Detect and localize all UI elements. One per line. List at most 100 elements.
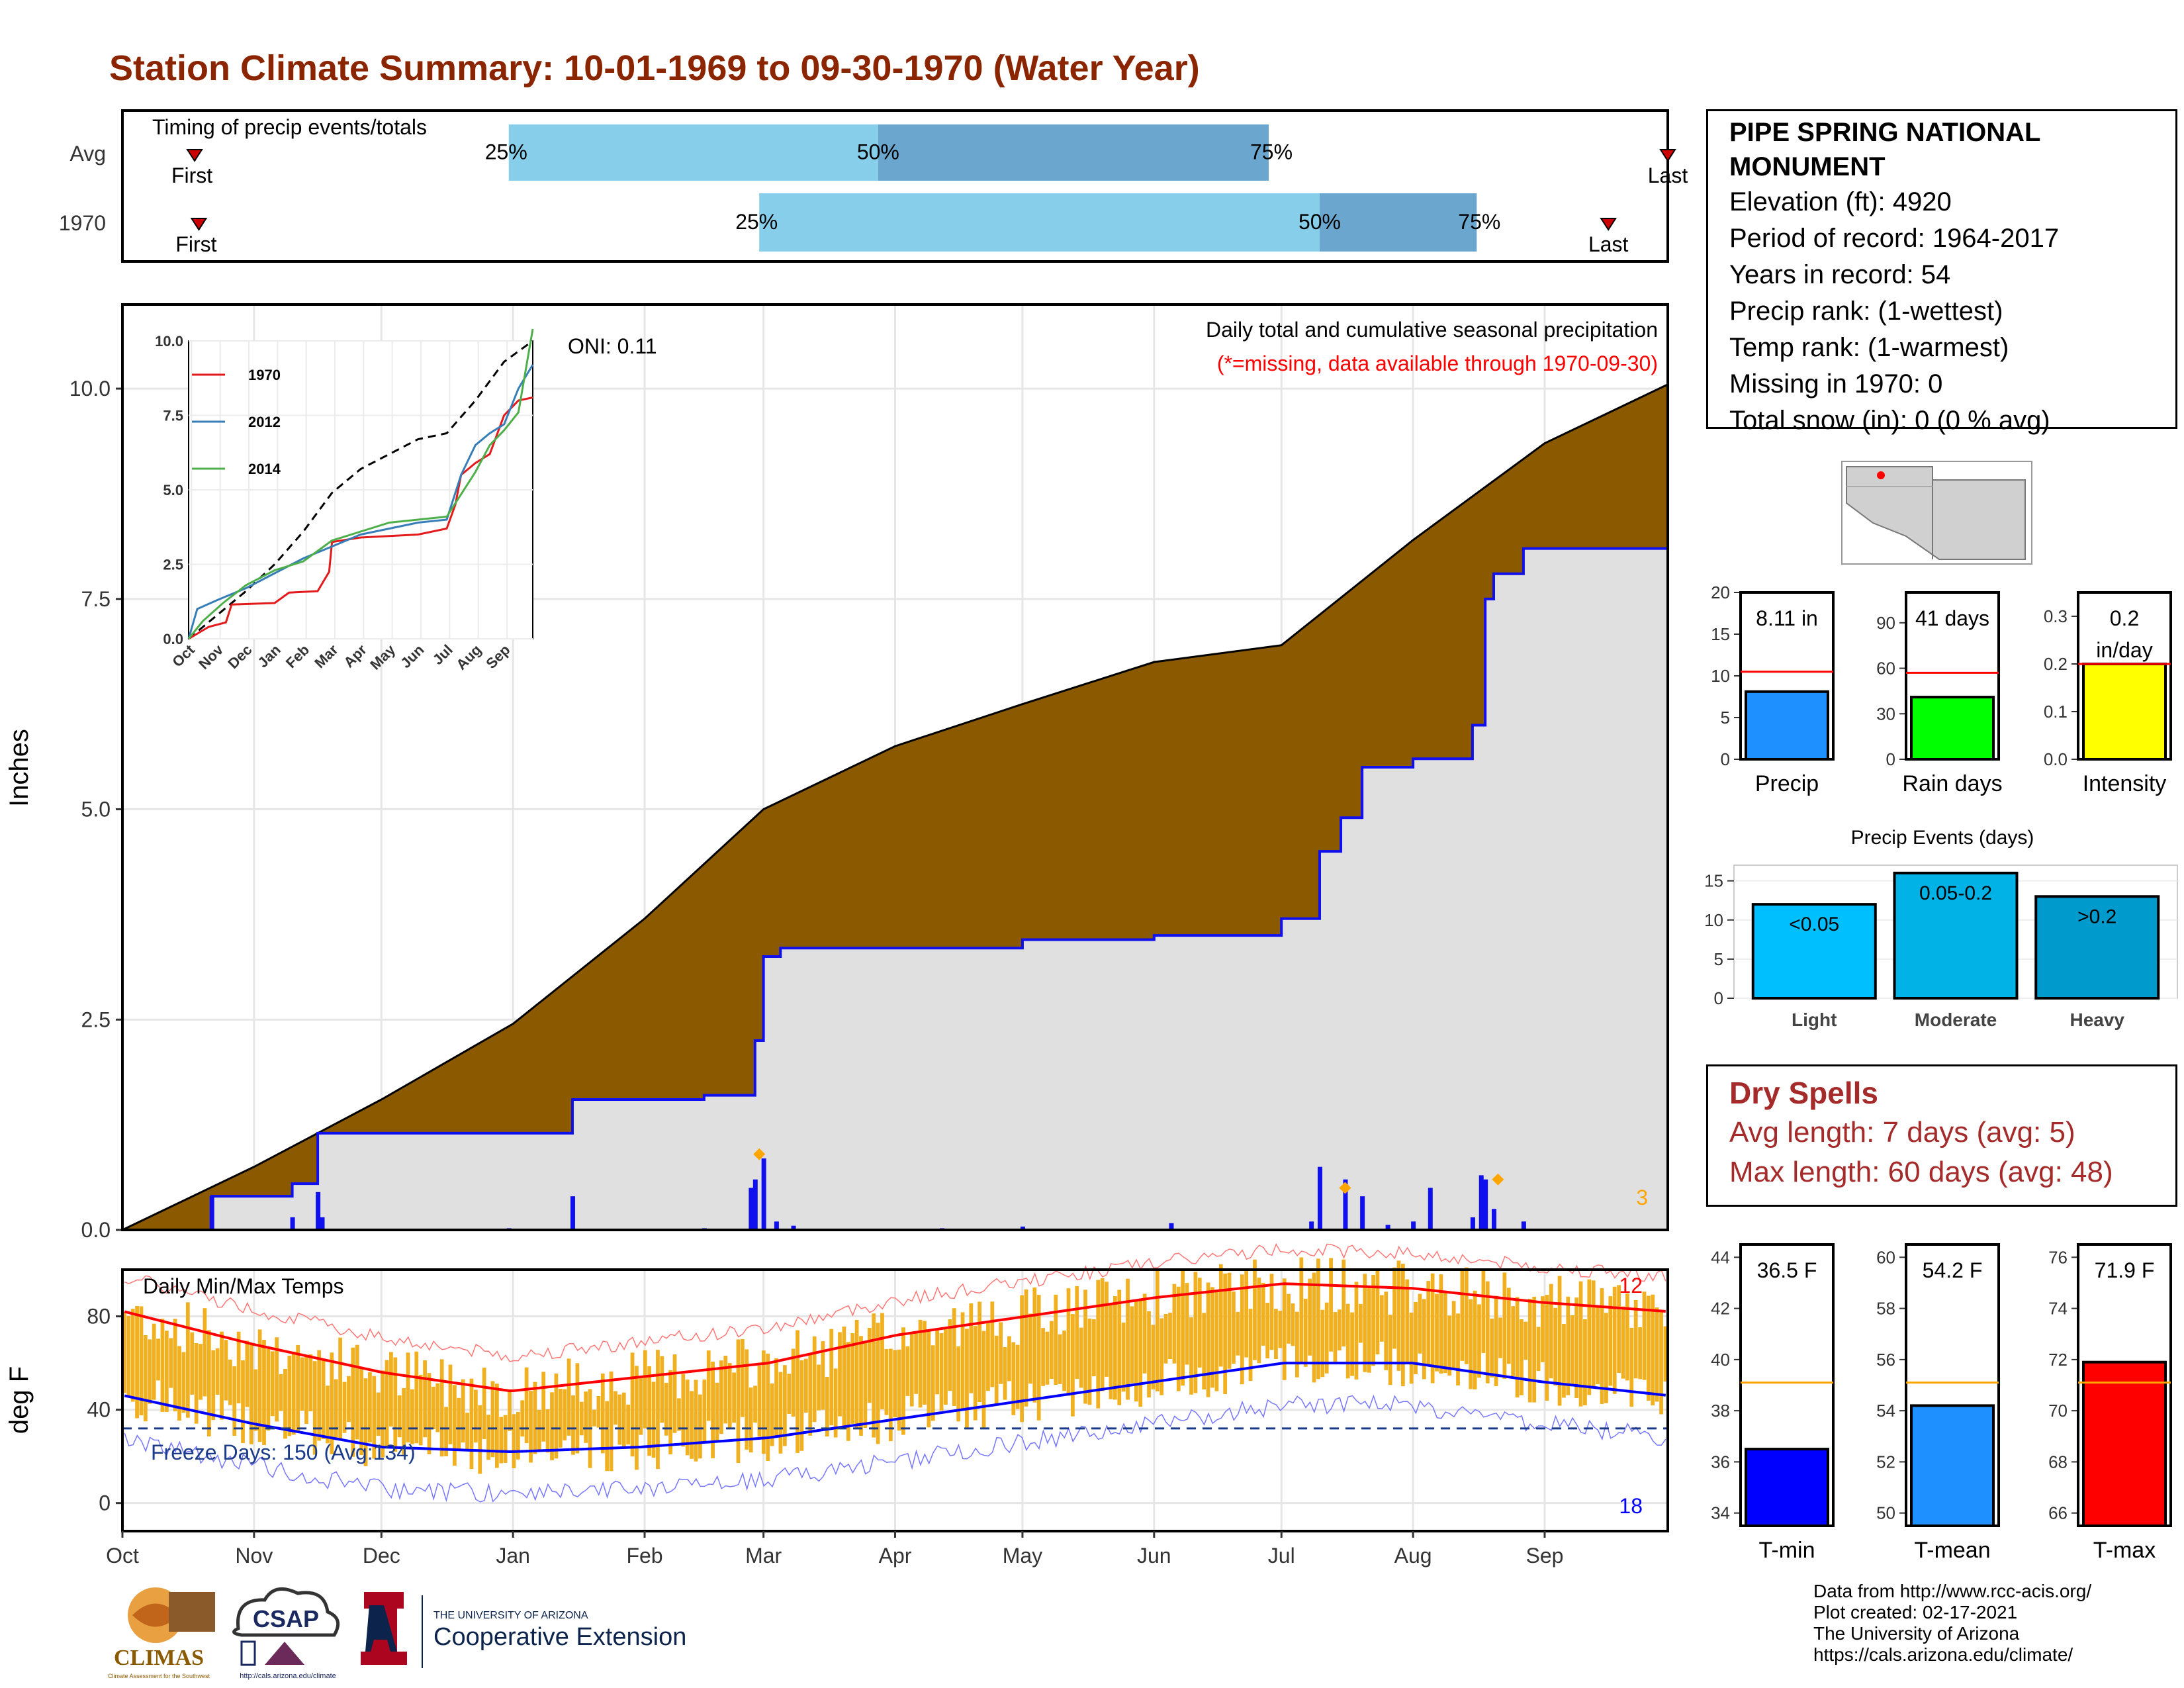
record-max-count: 12	[1619, 1274, 1643, 1297]
daily-temp-bar	[1371, 1275, 1375, 1366]
daily-temp-bar	[745, 1349, 749, 1450]
daily-temp-bar	[825, 1376, 829, 1437]
y-tick-label: 34	[1711, 1503, 1730, 1523]
timing-pct-label: 25%	[735, 210, 778, 234]
inset-series-1970	[188, 397, 533, 640]
daily-temp-bar	[1232, 1291, 1236, 1364]
daily-temp-bar	[435, 1383, 440, 1432]
daily-temp-bar	[1134, 1300, 1138, 1402]
daily-temp-bar	[414, 1351, 419, 1444]
ua-top-text: THE UNIVERSITY OF ARIZONA	[433, 1610, 588, 1621]
daily-temp-bar	[948, 1319, 952, 1391]
daily-temp-bar	[486, 1415, 490, 1460]
y-tick-label: 20	[1711, 583, 1730, 602]
daily-temp-bar	[342, 1382, 347, 1433]
daily-temp-bar	[1651, 1294, 1655, 1406]
daily-temp-bar	[236, 1331, 241, 1403]
daily-temp-bar	[1312, 1272, 1316, 1383]
daily-temp-bar	[761, 1350, 766, 1454]
daily-temp-bar	[418, 1374, 423, 1446]
daily-temp-bar	[1600, 1288, 1604, 1404]
daily-temp-bar	[741, 1338, 745, 1417]
footer-line3: The University of Arizona	[1813, 1623, 2020, 1644]
summary-bar-rain-days	[1910, 696, 1995, 761]
daily-temp-bar	[1227, 1272, 1232, 1369]
daily-temp-bar	[757, 1365, 762, 1437]
x-tick-label: Sep	[1526, 1544, 1564, 1568]
first-marker	[190, 218, 208, 231]
event-category-label: Moderate	[1915, 1009, 1997, 1030]
y-tick-label: 30	[1876, 704, 1895, 724]
daily-temp-bar	[1447, 1315, 1452, 1376]
daily-temp-bar	[1282, 1278, 1287, 1380]
footer-line2: Plot created: 02-17-2021	[1813, 1602, 2018, 1622]
daily-precip-bar	[1360, 1196, 1365, 1230]
daily-temp-bar	[685, 1380, 690, 1456]
daily-temp-bar	[529, 1391, 533, 1463]
daily-temp-bar	[1214, 1291, 1219, 1391]
daily-temp-bar	[1524, 1321, 1528, 1360]
daily-temp-bar	[952, 1308, 956, 1407]
daily-temp-bar	[469, 1378, 474, 1470]
daily-temp-bar	[494, 1383, 499, 1468]
daily-temp-bar	[1625, 1293, 1629, 1381]
daily-temp-bar	[690, 1391, 694, 1459]
station-location-marker	[1877, 471, 1885, 479]
daily-temp-bar	[508, 1389, 512, 1431]
missing-marker	[1492, 1173, 1504, 1186]
daily-temp-bar	[833, 1368, 838, 1438]
oni-label: ONI: 0.11	[568, 334, 657, 358]
daily-temp-bar	[698, 1394, 702, 1459]
timing-row-avg-label: Avg	[69, 142, 106, 165]
daily-temp-bar	[803, 1358, 808, 1413]
daily-temp-bar	[796, 1330, 799, 1453]
daily-temp-bar	[1155, 1270, 1160, 1391]
daily-temp-bar	[211, 1350, 216, 1421]
daily-temp-bar	[1007, 1336, 1011, 1382]
daily-temp-bar	[1168, 1313, 1172, 1360]
daily-temp-bar	[766, 1353, 770, 1462]
dry-spells-box: Dry Spells Avg length: 7 days (avg: 5) M…	[1706, 1064, 2177, 1207]
y-tick-label: 15	[1711, 624, 1730, 644]
daily-temp-bar	[1257, 1278, 1261, 1364]
daily-temp-bar	[1248, 1309, 1253, 1381]
daily-temp-bar	[876, 1323, 880, 1444]
y-tick-label: 10	[1711, 666, 1730, 686]
daily-temp-bar	[1527, 1298, 1532, 1403]
daily-temp-bar	[575, 1363, 580, 1454]
daily-temp-bar	[1206, 1282, 1210, 1397]
daily-temp-bar	[347, 1376, 351, 1423]
daily-temp-bar	[596, 1395, 601, 1428]
daily-temp-bar	[1515, 1297, 1520, 1398]
daily-temp-bar	[554, 1373, 559, 1459]
daily-temp-bar	[1583, 1319, 1587, 1405]
daily-temp-bar	[177, 1346, 181, 1421]
daily-temp-bar	[1240, 1274, 1244, 1385]
daily-temp-bar	[664, 1382, 668, 1436]
daily-temp-bar	[355, 1344, 359, 1440]
daily-temp-bar	[1202, 1313, 1206, 1389]
daily-temp-bar	[1265, 1303, 1270, 1359]
daily-temp-bar	[164, 1331, 169, 1412]
ua-bottom-text: Cooperative Extension	[433, 1623, 686, 1651]
daily-precip-bar	[570, 1196, 575, 1230]
daily-temp-bar	[537, 1409, 541, 1451]
daily-temp-bar	[520, 1400, 525, 1437]
y-tick-label: 80	[87, 1305, 111, 1329]
daily-precip-bar	[791, 1225, 796, 1230]
daily-temp-bar	[317, 1350, 322, 1441]
daily-temp-bar	[1549, 1284, 1553, 1379]
daily-temp-bar	[579, 1401, 584, 1436]
daily-temp-bar	[1659, 1312, 1663, 1415]
daily-temp-bar	[838, 1332, 842, 1417]
events-title: Precip Events (days)	[1851, 827, 2034, 849]
daily-temp-bar	[1655, 1307, 1659, 1402]
daily-temp-bar	[139, 1306, 144, 1416]
daily-temp-bar	[1308, 1278, 1312, 1356]
record-max-line	[124, 1243, 1666, 1362]
daily-temp-bar	[660, 1356, 664, 1423]
daily-temp-bar	[206, 1330, 211, 1436]
value-label: 54.2 F	[1923, 1258, 1983, 1282]
daily-temp-bar	[266, 1348, 271, 1430]
daily-temp-bar	[1621, 1306, 1625, 1379]
